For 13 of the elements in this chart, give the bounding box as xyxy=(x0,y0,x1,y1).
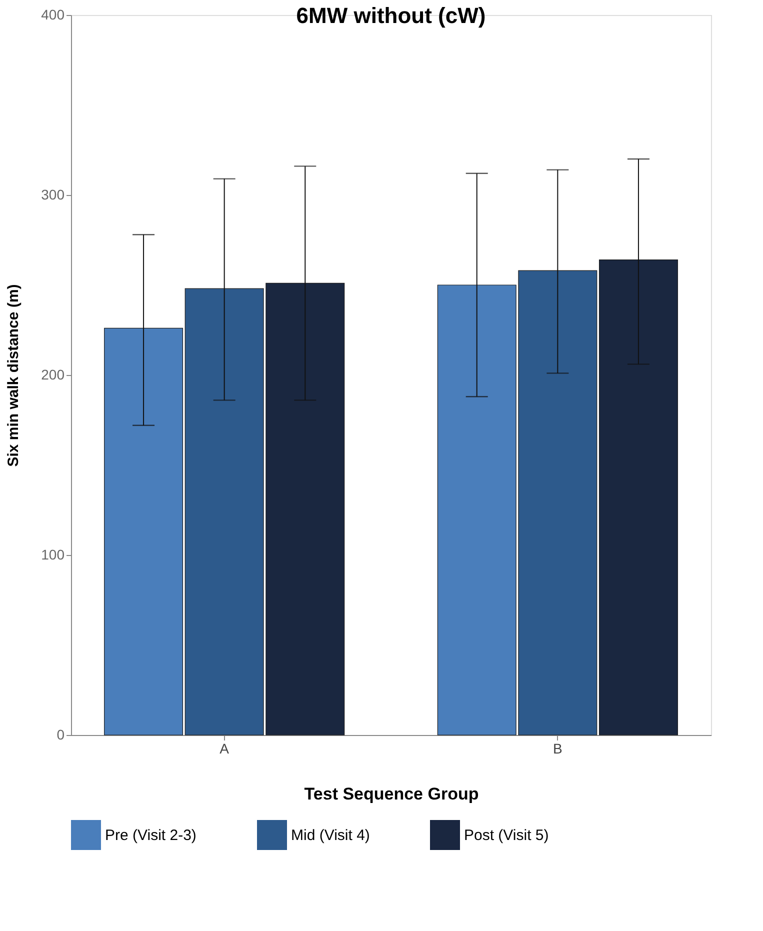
x-axis-title: Test Sequence Group xyxy=(304,784,479,804)
chart-title: 6MW without (cW) xyxy=(296,3,486,28)
y-tick-label: 400 xyxy=(41,6,65,22)
legend-label: Pre (Visit 2-3) xyxy=(105,827,196,844)
legend-label: Mid (Visit 4) xyxy=(291,827,370,844)
x-tick-label: A xyxy=(220,740,230,756)
y-tick-label: 200 xyxy=(41,366,65,382)
y-tick-label: 0 xyxy=(56,726,65,742)
x-tick-label: B xyxy=(552,740,562,756)
legend-label: Post (Visit 5) xyxy=(464,827,549,844)
y-tick-label: 100 xyxy=(41,546,65,562)
y-tick-label: 300 xyxy=(41,186,65,202)
y-axis-title: Six min walk distance (m) xyxy=(5,284,22,467)
